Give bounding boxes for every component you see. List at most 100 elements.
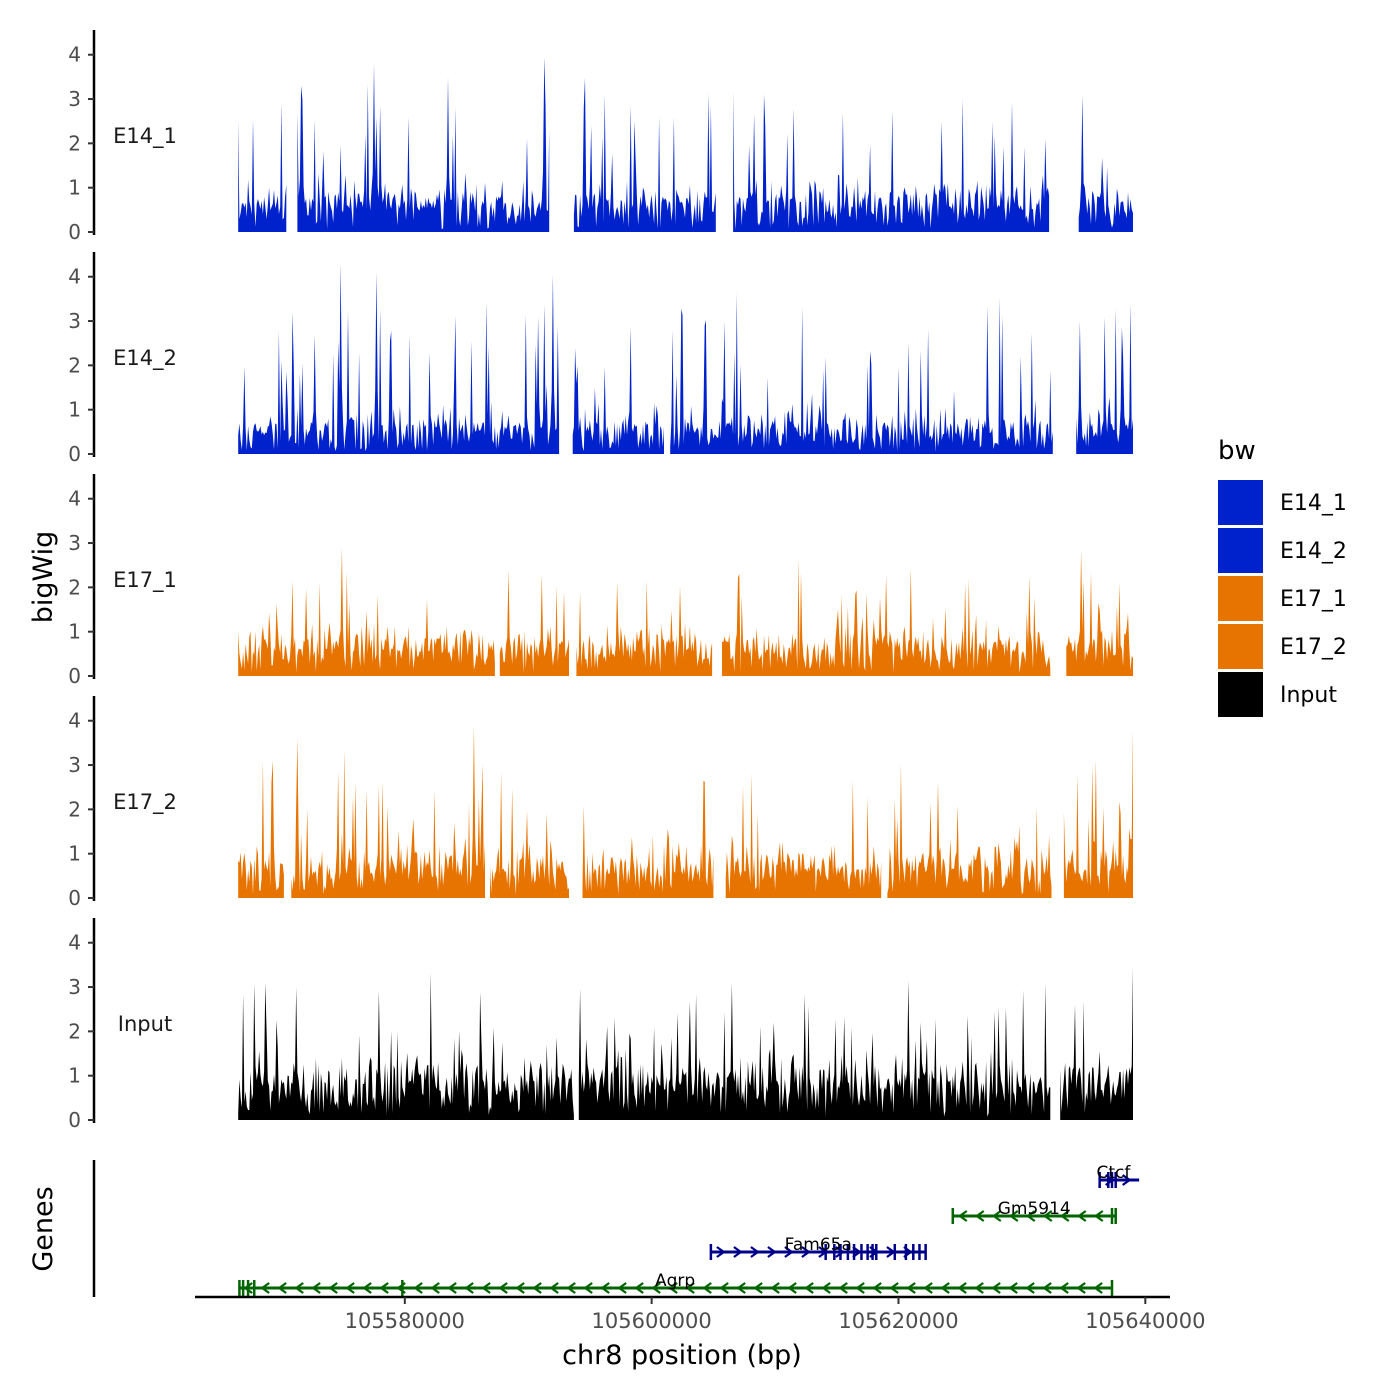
y-tick-label: 3	[68, 753, 81, 777]
y-tick-label: 3	[68, 531, 81, 555]
gene-agrp: Agrp	[238, 1271, 1114, 1296]
y-tick-label: 1	[68, 620, 81, 644]
legend-label: E14_1	[1280, 491, 1347, 516]
strand-arrow	[889, 1282, 899, 1294]
strand-arrow	[532, 1282, 542, 1294]
strand-arrow	[1059, 1282, 1069, 1294]
gene-fam65a: Fam65a	[709, 1235, 927, 1260]
strand-arrow	[1076, 1210, 1087, 1222]
strand-arrow	[957, 1282, 967, 1294]
strand-arrow	[957, 1210, 968, 1222]
y-tick-label: 2	[68, 575, 81, 599]
strand-arrow	[277, 1282, 287, 1294]
x-tick-label: 105640000	[1085, 1309, 1205, 1333]
y-tick-label: 3	[68, 87, 81, 111]
strand-arrow	[716, 1246, 726, 1258]
track-e14-1: 0 1 2 3 4 E14_1	[68, 30, 1133, 244]
strand-arrow	[801, 1246, 811, 1258]
y-tick-label: 0	[68, 1108, 81, 1132]
strand-arrow	[583, 1282, 593, 1294]
strand-arrow	[787, 1282, 797, 1294]
track-e17-2: 0 1 2 3 4 E17_2	[68, 696, 1133, 910]
y-tick-label: 4	[68, 709, 81, 733]
genes-panel-title: Genes	[28, 1186, 59, 1271]
y-tick-label: 1	[68, 398, 81, 422]
strand-arrow	[668, 1282, 678, 1294]
strand-arrow	[1008, 1282, 1018, 1294]
strand-arrow	[1025, 1282, 1035, 1294]
strand-arrow	[702, 1282, 712, 1294]
strand-arrow	[753, 1282, 763, 1294]
track-e14-2: 0 1 2 3 4 E14_2	[68, 252, 1133, 466]
strand-arrow	[940, 1282, 950, 1294]
coverage-area-e14-2	[238, 263, 1133, 454]
strand-arrow	[750, 1246, 760, 1258]
strand-arrow	[685, 1282, 695, 1294]
strand-arrow	[872, 1282, 882, 1294]
y-tick-label: 0	[68, 886, 81, 910]
coverage-area-e14-1	[238, 56, 1133, 233]
coverage-area-input	[238, 967, 1133, 1120]
legend-swatch-e17-1	[1218, 576, 1263, 621]
legend-swatch-e17-2	[1218, 624, 1263, 669]
y-tick-label: 1	[68, 842, 81, 866]
strand-arrow	[549, 1282, 559, 1294]
strand-arrow	[974, 1282, 984, 1294]
track-label: E17_2	[113, 790, 177, 815]
coverage-area-e17-2	[238, 725, 1133, 898]
strand-arrow	[362, 1282, 372, 1294]
strand-arrow	[1093, 1282, 1103, 1294]
strand-arrow	[733, 1246, 743, 1258]
strand-arrow	[617, 1282, 627, 1294]
y-tick-label: 4	[68, 43, 81, 67]
track-e17-1: 0 1 2 3 4 E17_1	[68, 474, 1133, 688]
strand-arrow	[1093, 1210, 1104, 1222]
strand-arrow	[770, 1282, 780, 1294]
strand-arrow	[719, 1282, 729, 1294]
strand-arrow	[1008, 1210, 1019, 1222]
strand-arrow	[515, 1282, 525, 1294]
y-tick-label: 0	[68, 664, 81, 688]
track-label: E14_2	[113, 346, 177, 371]
strand-arrow	[1025, 1210, 1036, 1222]
y-tick-label: 4	[68, 931, 81, 955]
track-label: E14_1	[113, 124, 177, 149]
strand-arrow	[991, 1282, 1001, 1294]
x-tick-label: 105620000	[838, 1309, 958, 1333]
gene-label: Agrp	[655, 1271, 695, 1291]
x-axis: 105580000 105600000 105620000 105640000	[195, 1295, 1205, 1333]
strand-arrow	[243, 1282, 253, 1294]
strand-arrow	[447, 1282, 457, 1294]
y-tick-label: 2	[68, 1019, 81, 1043]
strand-arrow	[855, 1282, 865, 1294]
strand-arrow	[566, 1282, 576, 1294]
strand-arrow	[464, 1282, 474, 1294]
strand-arrow	[1042, 1210, 1053, 1222]
strand-arrow	[767, 1246, 777, 1258]
track-label: E17_1	[113, 568, 177, 593]
y-tick-label: 2	[68, 131, 81, 155]
y-tick-label: 0	[68, 220, 81, 244]
strand-arrow	[804, 1282, 814, 1294]
gene-annotation-panel: Agrp Fam65a Gm5914 Ctcf	[92, 1160, 1140, 1297]
legend-label: E14_2	[1280, 539, 1347, 564]
y-tick-label: 3	[68, 975, 81, 999]
track-input: 0 1 2 3 4 Input	[68, 918, 1133, 1132]
x-axis-title: chr8 position (bp)	[562, 1340, 802, 1371]
strand-arrow	[1122, 1174, 1132, 1186]
track-label: Input	[118, 1012, 172, 1036]
gene-label: Ctcf	[1096, 1163, 1131, 1183]
strand-arrow	[294, 1282, 304, 1294]
strand-arrow	[1076, 1282, 1086, 1294]
strand-arrow	[974, 1210, 985, 1222]
y-tick-label: 1	[68, 1064, 81, 1088]
legend-swatch-e14-2	[1218, 528, 1263, 573]
y-tick-label: 0	[68, 442, 81, 466]
strand-arrow	[784, 1246, 794, 1258]
strand-arrow	[651, 1282, 661, 1294]
strand-arrow	[1042, 1282, 1052, 1294]
y-axis-title: bigWig	[28, 531, 59, 624]
bigwig-tracks: 0 1 2 3 4 E14_1 0 1 2 3 4 E14_2 0 1 2 3 4 E17_1 0 1 2 3 4 E17_2…	[68, 30, 1133, 1132]
strand-arrow	[923, 1282, 933, 1294]
gene-gm5914: Gm5914	[951, 1199, 1117, 1224]
